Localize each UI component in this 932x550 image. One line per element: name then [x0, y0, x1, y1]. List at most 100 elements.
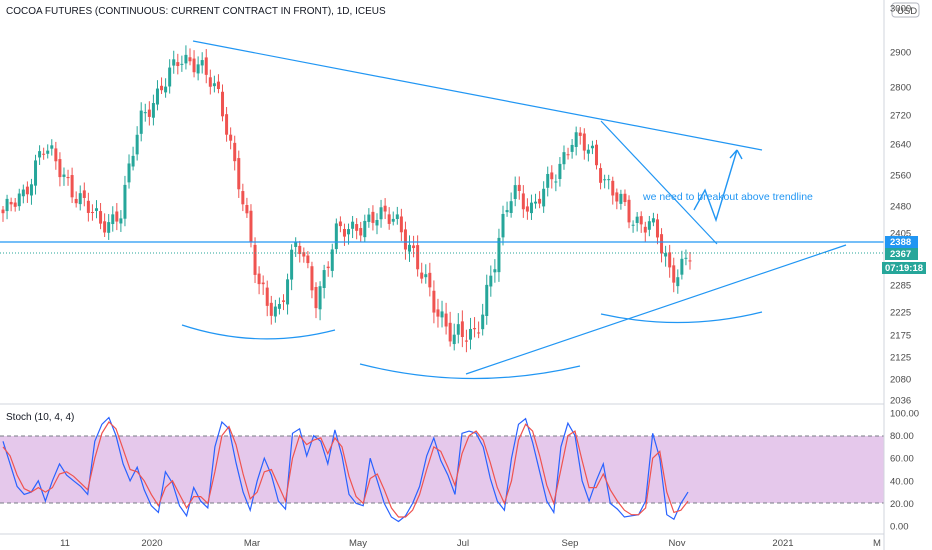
- candle-body: [82, 190, 86, 198]
- price-badge: [885, 248, 918, 260]
- candle-body: [363, 220, 367, 238]
- candle-body: [355, 224, 359, 231]
- candle-body: [54, 148, 58, 162]
- candle-body: [651, 218, 655, 223]
- stoch-line-k: [2, 416, 689, 523]
- candle-body: [570, 144, 574, 152]
- candle-body: [595, 144, 599, 166]
- candle-body: [135, 134, 139, 155]
- candle-body: [688, 260, 692, 262]
- candle-body: [322, 270, 326, 288]
- stoch-tick-label: 60.00: [890, 454, 914, 465]
- candle-body: [241, 191, 245, 205]
- candle-body: [78, 193, 82, 205]
- candle-body: [554, 181, 558, 183]
- arc-middle[interactable]: [359, 363, 581, 380]
- candle-body: [529, 202, 533, 214]
- candle-body: [123, 184, 127, 219]
- candle-body: [192, 58, 196, 73]
- y-tick-label: 2175: [890, 331, 911, 342]
- candle-body: [237, 158, 241, 190]
- candle-body: [265, 287, 269, 306]
- candle-body: [99, 211, 103, 224]
- candle-body: [668, 252, 672, 268]
- candle-body: [424, 274, 428, 278]
- candle-body: [473, 328, 477, 330]
- x-axis-ticks: 11 2020 Mar May Jul Sep Nov 2021 M: [60, 538, 881, 549]
- countdown-badge: [882, 262, 926, 274]
- steep-trendline[interactable]: [600, 120, 718, 245]
- descending-trendline[interactable]: [192, 40, 763, 151]
- candle-body: [103, 221, 107, 233]
- y-tick-label: 3000: [890, 4, 911, 15]
- candle-body: [680, 258, 684, 275]
- x-tick-label: M: [873, 538, 881, 549]
- candles-layer: [1, 45, 692, 353]
- arc-right[interactable]: [600, 311, 763, 324]
- candle-body: [42, 153, 46, 155]
- candle-body: [139, 110, 143, 134]
- candle-body: [379, 207, 383, 220]
- stochastic-pane[interactable]: Stoch (10, 4, 4): [0, 403, 884, 523]
- projection-arrow[interactable]: [693, 149, 738, 223]
- chart-title: COCOA FUTURES (CONTINUOUS: CURRENT CONTR…: [6, 6, 386, 17]
- y-tick-label: 2080: [890, 375, 911, 386]
- level-badge-text: 2388: [890, 237, 911, 248]
- candle-body: [627, 199, 631, 223]
- price-pane[interactable]: we need to breakout above trendline COCO…: [0, 6, 884, 380]
- stoch-tick-label: 20.00: [890, 499, 914, 510]
- candle-body: [399, 216, 403, 233]
- candle-body: [127, 163, 131, 183]
- candle-body: [408, 244, 412, 252]
- y-tick-label: 2480: [890, 202, 911, 213]
- currency-button[interactable]: [891, 2, 920, 18]
- candle-body: [176, 62, 180, 67]
- candle-body: [310, 266, 314, 291]
- candle-body: [107, 222, 111, 233]
- candle-body: [603, 179, 607, 181]
- candle-body: [351, 221, 355, 229]
- price-axis[interactable]: USD 3000 2900 2800 2720 2640 2560 2480 2405 2285…: [882, 0, 926, 550]
- annotation-text[interactable]: we need to breakout above trendline: [642, 191, 813, 203]
- candle-body: [542, 188, 546, 207]
- candle-body: [607, 179, 611, 181]
- candle-body: [513, 185, 517, 200]
- candle-body: [525, 206, 529, 212]
- candle-body: [387, 214, 391, 224]
- candle-body: [90, 212, 94, 214]
- candle-body: [590, 145, 594, 149]
- candle-body: [245, 204, 249, 214]
- candle-body: [440, 311, 444, 318]
- level-badge: [885, 236, 918, 248]
- ascending-trendline[interactable]: [465, 244, 847, 375]
- candle-body: [155, 88, 159, 105]
- candle-body: [391, 218, 395, 222]
- candle-body: [119, 218, 123, 224]
- candle-body: [615, 192, 619, 202]
- candle-body: [1, 209, 5, 214]
- countdown-text: 07:19:18: [885, 263, 923, 274]
- candle-body: [647, 221, 651, 230]
- candle-body: [655, 219, 659, 238]
- candle-body: [432, 290, 436, 313]
- x-tick-label: Nov: [669, 538, 686, 549]
- candle-body: [684, 257, 688, 259]
- candle-body: [578, 132, 582, 136]
- x-tick-label: 2021: [772, 538, 793, 549]
- candle-body: [562, 152, 566, 165]
- candle-body: [233, 142, 237, 162]
- stoch-tick-label: 0.00: [890, 522, 909, 533]
- candle-body: [485, 284, 489, 316]
- arc-left[interactable]: [181, 324, 336, 340]
- candle-body: [338, 221, 342, 227]
- candle-body: [62, 174, 66, 177]
- candle-body: [249, 210, 253, 242]
- time-axis[interactable]: 11 2020 Mar May Jul Sep Nov 2021 M: [0, 533, 884, 549]
- candle-body: [611, 180, 615, 196]
- candle-body: [208, 77, 212, 87]
- candle-body: [257, 273, 261, 285]
- candle-body: [29, 184, 33, 196]
- y-tick-label: 2405: [890, 229, 911, 240]
- candle-body: [212, 83, 216, 87]
